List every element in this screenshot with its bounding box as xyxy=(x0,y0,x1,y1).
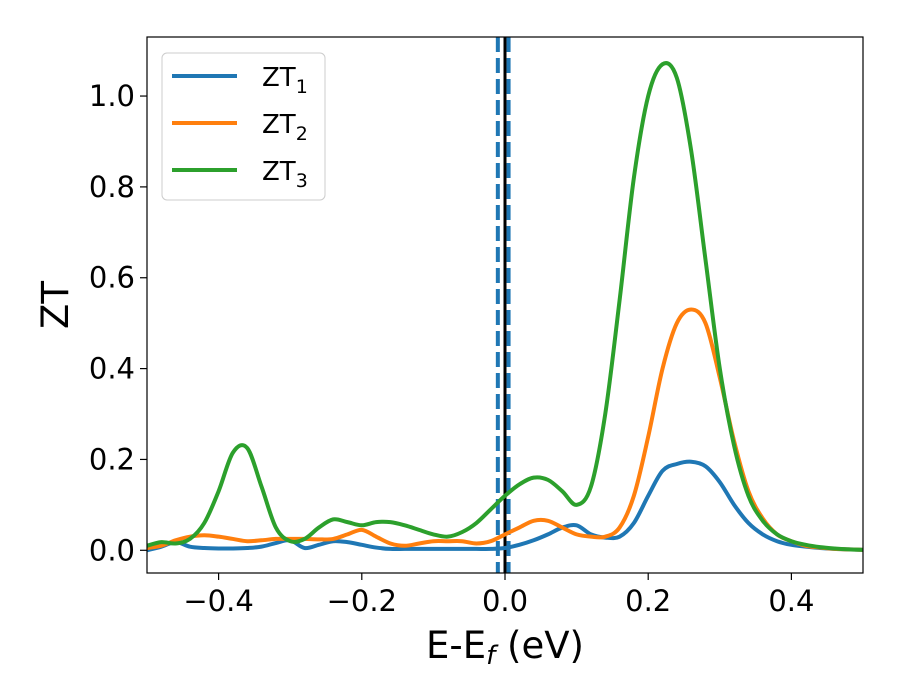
series-line-zt1 xyxy=(147,459,863,553)
legend-label-zt1: ZT1 xyxy=(262,63,308,98)
y-axis-label: ZT xyxy=(34,281,77,329)
series-line-zt3 xyxy=(147,61,863,552)
y-tick-label: 0.0 xyxy=(89,533,135,567)
y-tick-label: 0.6 xyxy=(89,261,135,295)
legend: ZT1 ZT2 ZT3 xyxy=(161,52,326,201)
legend-label-zt3-sub: 3 xyxy=(296,170,308,192)
legend-label-zt2-base: ZT xyxy=(262,110,296,140)
x-tick-label: 0.2 xyxy=(625,584,671,618)
x-axis-label-unit: (eV) xyxy=(495,624,584,667)
y-tick-label: 0.4 xyxy=(89,352,135,386)
x-axis-label: E-Ef (eV) xyxy=(426,624,584,671)
legend-box xyxy=(161,52,326,201)
legend-label-zt3-base: ZT xyxy=(262,157,296,187)
legend-label-zt3: ZT3 xyxy=(262,157,308,192)
y-tick-label: 0.2 xyxy=(89,442,135,476)
y-tick-label: 0.8 xyxy=(89,170,135,204)
legend-label-zt2-sub: 2 xyxy=(296,123,308,145)
legend-label-zt1-base: ZT xyxy=(262,63,296,93)
y-tick-label: 1.0 xyxy=(89,79,135,113)
legend-label-zt2: ZT2 xyxy=(262,110,308,145)
x-tick-label: −0.2 xyxy=(327,584,397,618)
legend-label-zt1-sub: 1 xyxy=(296,76,308,98)
x-tick-label: 0.4 xyxy=(768,584,814,618)
x-axis-label-main: E-E xyxy=(426,624,486,667)
x-tick-label: −0.4 xyxy=(183,584,253,618)
x-tick-label: 0.0 xyxy=(482,584,528,618)
